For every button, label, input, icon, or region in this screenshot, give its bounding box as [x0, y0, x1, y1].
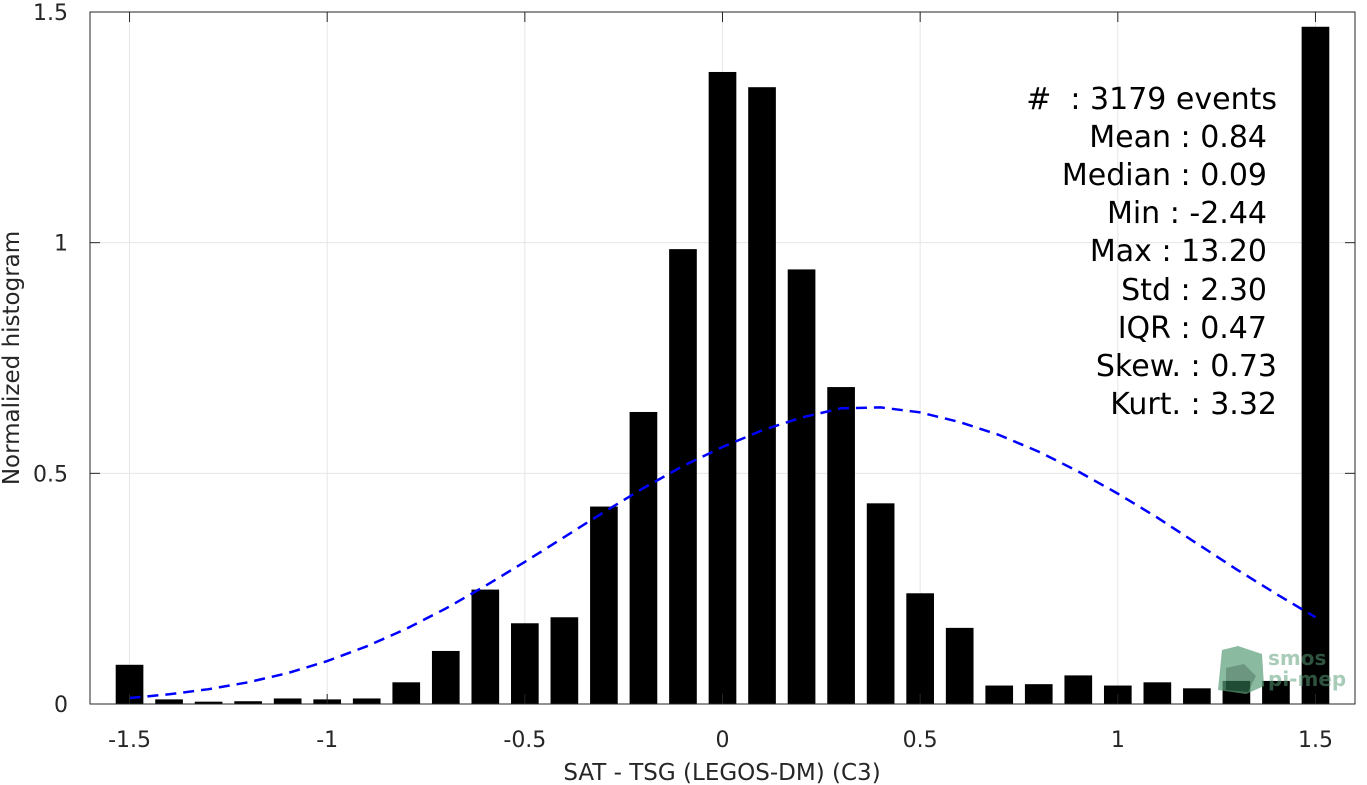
histogram-bar [471, 589, 500, 704]
histogram-bar [1301, 26, 1330, 704]
x-tick-label: -0.5 [503, 728, 546, 753]
stat-std: Std : 2.30 [1121, 273, 1267, 308]
histogram-bar [669, 249, 697, 704]
histogram-bar [1183, 688, 1211, 704]
histogram-bar [392, 682, 421, 704]
histogram-bar [787, 269, 816, 704]
x-tick-label: 0.5 [903, 728, 938, 753]
logo-text-smos: smos [1268, 646, 1326, 670]
logo-shape-icon-dark [1226, 664, 1256, 692]
histogram-bar [866, 503, 895, 704]
histogram-bar [1262, 680, 1290, 704]
x-tick-label: 1 [1111, 728, 1125, 753]
stat-mean: Mean : 0.84 [1089, 120, 1267, 155]
histogram-bar [1024, 684, 1053, 704]
stat-iqr: IQR : 0.47 [1118, 311, 1267, 346]
x-tick-label: -1.5 [108, 728, 151, 753]
x-tick-label: 1.5 [1298, 728, 1333, 753]
stat-skew: Skew. : 0.73 [1096, 349, 1277, 384]
x-tick-labels: -1.5 -1 -0.5 0 0.5 1 1.5 [108, 728, 1333, 753]
histogram-bar [590, 506, 618, 704]
x-tick-label: -1 [316, 728, 338, 753]
x-axis-label: SAT - TSG (LEGOS-DM) (C3) [563, 760, 880, 785]
x-tick-label: 0 [716, 728, 730, 753]
histogram-bar [431, 650, 460, 704]
smos-pimep-logo: smos pi-mep [1218, 646, 1346, 694]
histogram-bar [194, 701, 223, 704]
histogram-bar [550, 617, 579, 704]
stat-median: Median : 0.09 [1062, 158, 1267, 193]
histogram-bar [985, 685, 1014, 704]
histogram-bar [906, 593, 934, 704]
axis-ticks [90, 11, 1355, 705]
histogram-bar [827, 387, 855, 704]
y-tick-labels: 0 0.5 1 1.5 [33, 1, 68, 718]
histogram-bar [945, 627, 974, 704]
y-tick-label: 1 [54, 232, 68, 257]
histogram-bar [629, 411, 658, 704]
histogram-bar [708, 71, 737, 705]
stats-annotation: # : 3179 events Mean : 0.84 Median : 0.0… [1026, 82, 1277, 422]
histogram-bar [511, 623, 539, 704]
gaussian-fit-curve [129, 406, 1317, 700]
histogram-bar [1064, 675, 1093, 704]
y-axis-label: Normalized histogram [0, 231, 25, 485]
histogram-bar [1143, 682, 1172, 704]
histogram-bar [234, 701, 262, 704]
y-tick-label: 0.5 [33, 462, 68, 487]
stat-max: Max : 13.20 [1090, 234, 1267, 269]
stat-min: Min : -2.44 [1107, 196, 1267, 231]
histogram-bar [155, 699, 183, 704]
histogram-bar [748, 87, 776, 705]
y-tick-label: 0 [54, 693, 68, 718]
logo-text-pimep: pi-mep [1268, 667, 1346, 691]
stat-kurt: Kurt. : 3.32 [1110, 387, 1277, 422]
histogram-bar [352, 698, 381, 704]
y-tick-label: 1.5 [33, 1, 68, 26]
histogram-bars [115, 26, 1330, 705]
stat-count: # : 3179 events [1026, 82, 1277, 117]
histogram-bar [273, 698, 302, 704]
